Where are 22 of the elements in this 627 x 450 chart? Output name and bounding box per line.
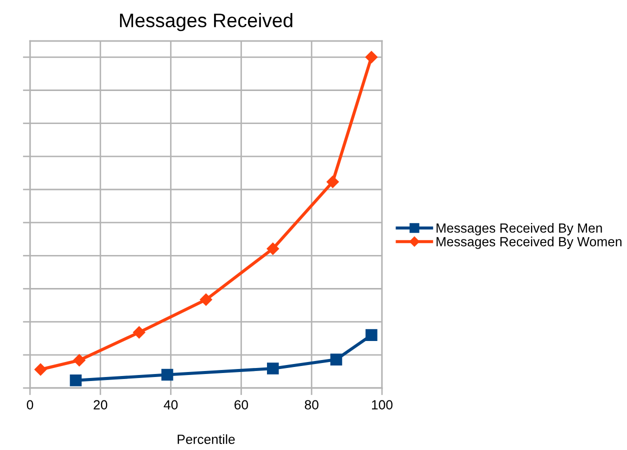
legend-label: Messages Received By Men (436, 223, 602, 236)
chart-title: Messages Received (120, 13, 292, 32)
point (34, 363, 47, 376)
point (70, 374, 82, 386)
point (266, 362, 279, 374)
point (133, 326, 146, 339)
point (365, 51, 378, 64)
x-tick-label: 80 (304, 400, 318, 410)
x-axis-title: Percentile (178, 434, 235, 444)
point (161, 368, 174, 381)
x-tick-label: 20 (94, 400, 108, 410)
point (330, 354, 342, 366)
point (73, 354, 86, 366)
point (366, 329, 378, 341)
x-tick-label: 40 (164, 400, 178, 410)
x-tick-label: 60 (234, 400, 248, 410)
x-tick-label: 100 (372, 400, 392, 410)
point (200, 294, 212, 306)
point (326, 176, 339, 188)
point (266, 242, 279, 255)
x-tick-label: 0 (26, 400, 34, 410)
legend-label: Messages Received By Women (436, 236, 622, 249)
